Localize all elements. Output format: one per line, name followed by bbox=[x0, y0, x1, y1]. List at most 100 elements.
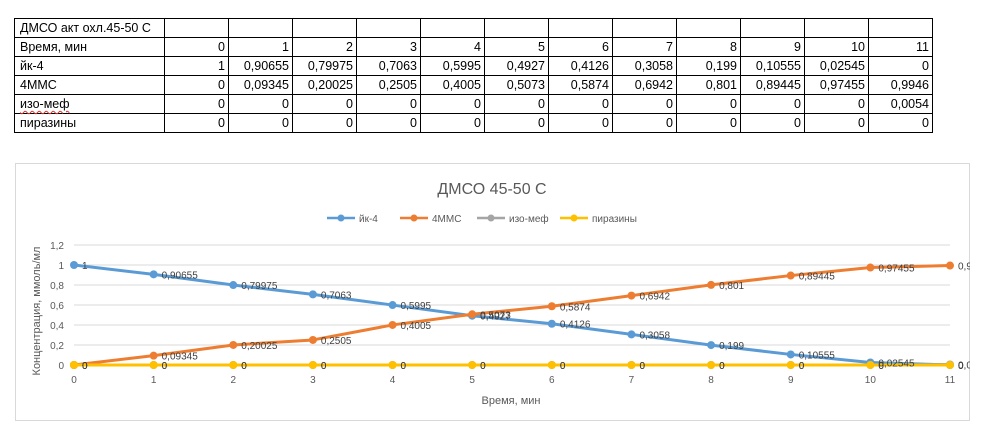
table-cell: 0 bbox=[164, 94, 229, 114]
x-tick-label: 4 bbox=[390, 375, 396, 386]
data-point bbox=[468, 361, 477, 369]
data-label: 0,90655 bbox=[162, 270, 199, 281]
data-label: 0,97455 bbox=[878, 264, 915, 275]
table-cell: 0,79975 bbox=[292, 56, 357, 76]
line-chart: ДМСО 45-50 С Время, мин Концентрация, мм… bbox=[31, 181, 970, 407]
data-point bbox=[946, 261, 954, 270]
y-axis-title: Концентрация, ммоль/мл bbox=[31, 247, 43, 376]
data-label: 0,4005 bbox=[401, 321, 432, 332]
data-label: 0 bbox=[799, 361, 805, 372]
table-cell: 0,4005 bbox=[420, 75, 485, 95]
table-cell: 4 bbox=[420, 37, 485, 57]
table-cell: 6 bbox=[548, 37, 613, 57]
x-tick-label: 9 bbox=[788, 375, 794, 386]
data-label: 0 bbox=[82, 361, 88, 372]
y-tick-label: 0,4 bbox=[50, 321, 64, 332]
data-label: 0,79975 bbox=[241, 281, 278, 292]
table-cell: 0 bbox=[484, 94, 549, 114]
data-label: 0 bbox=[719, 361, 725, 372]
chart-title: ДМСО 45-50 С bbox=[437, 181, 546, 198]
y-tick-label: 0,2 bbox=[50, 341, 64, 352]
table-cell: 1 bbox=[228, 37, 293, 57]
data-label: 0 bbox=[241, 361, 247, 372]
data-label: 0,02545 bbox=[878, 358, 915, 369]
data-point bbox=[866, 361, 875, 369]
table-cell bbox=[164, 18, 229, 38]
table-cell: 2 bbox=[292, 37, 357, 57]
table-cell: 7 bbox=[612, 37, 677, 57]
table-cell bbox=[804, 18, 869, 38]
legend-marker bbox=[570, 214, 578, 222]
table-cell: 0,09345 bbox=[228, 75, 293, 95]
table-row-label: йк-4 bbox=[14, 56, 165, 76]
legend: йк-4 4ММС изо-меф пиразины bbox=[327, 213, 637, 225]
table-cell bbox=[292, 18, 357, 38]
table-cell: 0 bbox=[356, 94, 421, 114]
data-point bbox=[308, 361, 317, 369]
table-cell: 0 bbox=[676, 94, 741, 114]
series-group: 000000000000,005410,906550,799750,70630,… bbox=[70, 261, 970, 372]
table-row: изо-меф 0 0 0 0 0 0 0 0 0 0 0 0,0054 bbox=[14, 94, 933, 114]
row-label-text: йк-4 bbox=[20, 59, 44, 73]
table-cell: 0 bbox=[804, 113, 869, 133]
x-tick-label: 8 bbox=[708, 375, 714, 386]
legend-entry: пиразины bbox=[592, 214, 637, 225]
table-cell: 0,89445 bbox=[740, 75, 805, 95]
data-point bbox=[707, 361, 716, 369]
table-row-label: пиразины bbox=[14, 113, 165, 133]
data-point bbox=[786, 361, 795, 369]
data-table: ДМСО акт охл.45-50 С Время, мин 0 1 2 3 4 5 6 7 8 9… bbox=[14, 18, 933, 133]
data-point bbox=[547, 302, 556, 311]
table-cell: 0 bbox=[164, 113, 229, 133]
data-label: 0 bbox=[162, 361, 168, 372]
table-cell: 0,5995 bbox=[420, 56, 485, 76]
data-label: 0 bbox=[878, 361, 884, 372]
table-cell: 0 bbox=[740, 94, 805, 114]
data-label: 0 bbox=[719, 361, 725, 372]
table-cell: 10 bbox=[804, 37, 869, 57]
data-label: 0,2505 bbox=[321, 336, 352, 347]
x-tick-label: 10 bbox=[865, 375, 877, 386]
data-label: 0 bbox=[82, 361, 88, 372]
table-cell: 11 bbox=[868, 37, 933, 57]
data-point bbox=[547, 361, 556, 369]
table-cell: 0 bbox=[356, 113, 421, 133]
table-row: йк-4 1 0,90655 0,79975 0,7063 0,5995 0,4927 0,4… bbox=[14, 56, 933, 76]
data-point bbox=[388, 320, 397, 329]
x-tick-label: 5 bbox=[469, 375, 475, 386]
x-tick-label: 7 bbox=[629, 375, 635, 386]
data-label: 0,20025 bbox=[241, 341, 278, 352]
table-cell: 0,2505 bbox=[356, 75, 421, 95]
table-cell: 0 bbox=[612, 113, 677, 133]
table-cell bbox=[740, 18, 805, 38]
data-label: 0,4927 bbox=[480, 312, 511, 323]
table-cell: 0,0054 bbox=[868, 94, 933, 114]
table-cell: 0 bbox=[228, 113, 293, 133]
table-cell bbox=[228, 18, 293, 38]
y-tick-label: 1 bbox=[58, 261, 64, 272]
row-label-text: 4ММС bbox=[20, 78, 57, 92]
data-label: 0,4126 bbox=[560, 320, 591, 331]
table-title-cell: ДМСО акт охл.45-50 С bbox=[14, 18, 165, 38]
data-label: 0 bbox=[241, 361, 247, 372]
table-cell: 0 bbox=[164, 75, 229, 95]
table-cell: 0,97455 bbox=[804, 75, 869, 95]
table-cell: 0 bbox=[484, 113, 549, 133]
table-cell: 0,4126 bbox=[548, 56, 613, 76]
table-cell bbox=[868, 18, 933, 38]
legend-marker bbox=[487, 214, 495, 222]
table-cell: 0 bbox=[548, 113, 613, 133]
table-cell: 1 bbox=[164, 56, 229, 76]
table-cell bbox=[676, 18, 741, 38]
table-cell: 0 bbox=[164, 37, 229, 57]
table-cell: 0 bbox=[292, 113, 357, 133]
x-tick-label: 2 bbox=[230, 375, 236, 386]
table-row-label: 4ММС bbox=[14, 75, 165, 95]
table-cell: 0,6942 bbox=[612, 75, 677, 95]
data-label: 0 bbox=[560, 361, 566, 372]
data-label: 0 bbox=[321, 361, 327, 372]
table-cell: 0 bbox=[548, 94, 613, 114]
gridlines bbox=[74, 244, 950, 346]
table-cell: 0 bbox=[612, 94, 677, 114]
data-point bbox=[308, 290, 317, 299]
